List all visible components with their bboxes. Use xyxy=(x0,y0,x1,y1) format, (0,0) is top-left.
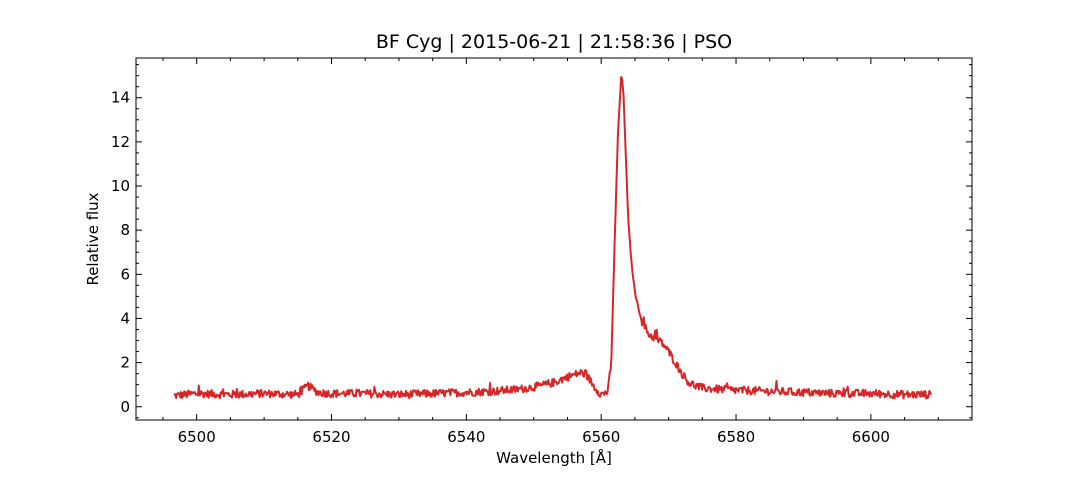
x-tick-label: 6580 xyxy=(717,428,755,446)
x-tick-label: 6540 xyxy=(447,428,485,446)
x-axis-label: Wavelength [Å] xyxy=(496,448,612,467)
y-tick-label: 4 xyxy=(120,309,130,327)
y-tick-label: 8 xyxy=(120,221,130,239)
x-tick-label: 6500 xyxy=(178,428,216,446)
plot-frame xyxy=(135,57,973,421)
x-tick-label: 6600 xyxy=(852,428,890,446)
x-tick-labels: 6500 6520 6540 6560 6580 6600 xyxy=(178,428,890,446)
y-tick-label: 0 xyxy=(120,398,130,416)
y-tick-label: 14 xyxy=(111,89,130,107)
x-tick-label: 6520 xyxy=(312,428,350,446)
y-tick-labels: 0 2 4 6 8 10 12 14 xyxy=(111,89,130,416)
chart-title: BF Cyg | 2015-06-21 | 21:58:36 | PSO xyxy=(376,31,732,53)
series-line xyxy=(173,76,932,400)
y-tick-label: 6 xyxy=(120,265,130,283)
axis-ticks xyxy=(136,58,973,420)
y-tick-label: 2 xyxy=(120,354,130,372)
x-tick-label: 6560 xyxy=(582,428,620,446)
y-axis-label: Relative flux xyxy=(84,192,102,285)
y-tick-label: 12 xyxy=(111,133,130,151)
y-tick-label: 10 xyxy=(111,177,130,195)
